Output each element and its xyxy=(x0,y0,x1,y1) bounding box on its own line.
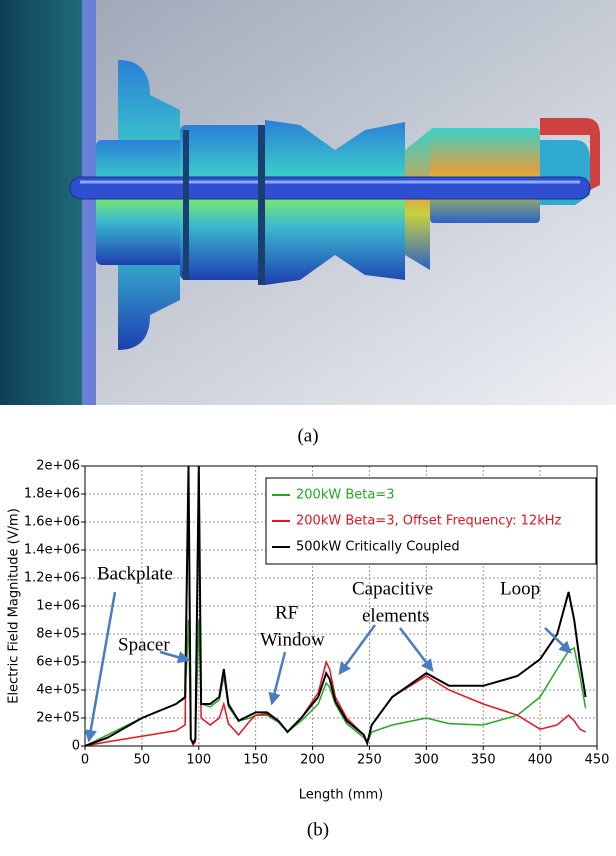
y-tick-label: 2e+06 xyxy=(36,459,80,474)
annotation: Window xyxy=(260,629,325,650)
x-tick-label: 50 xyxy=(134,753,151,768)
caption: (a) xyxy=(297,425,318,446)
x-tick-label: 400 xyxy=(528,753,553,768)
figure: (a) (b) Electric Field Magnitude (V/m) L… xyxy=(0,0,616,851)
x-tick-label: 450 xyxy=(585,753,610,768)
x-tick-label: 0 xyxy=(81,753,89,768)
legend-label: 200kW Beta=3, Offset Frequency: 12kHz xyxy=(296,514,561,529)
y-tick-label: 6e+05 xyxy=(36,655,80,670)
x-tick-label: 150 xyxy=(243,753,268,768)
page: {"captions": {"a": "(a)", "b": "(b)"}, "… xyxy=(0,0,616,851)
y-tick-label: 1.8e+06 xyxy=(24,487,80,502)
annotation: Backplate xyxy=(97,563,173,584)
x-tick-label: 250 xyxy=(357,753,382,768)
annotation: elements xyxy=(362,605,430,626)
annotation: Capacitive xyxy=(352,578,433,599)
y-axis-label: Electric Field Magnitude (V/m) xyxy=(7,508,22,704)
annotation: RF xyxy=(275,602,298,623)
caption: (b) xyxy=(307,819,329,840)
y-tick-label: 2e+05 xyxy=(36,711,80,726)
y-tick-label: 1.6e+06 xyxy=(24,515,80,530)
y-tick-label: 1.4e+06 xyxy=(24,543,80,558)
y-tick-label: 1.2e+06 xyxy=(24,571,80,586)
y-tick-label: 0 xyxy=(72,739,80,754)
x-tick-label: 350 xyxy=(471,753,496,768)
x-tick-label: 100 xyxy=(186,753,211,768)
x-axis-label: Length (mm) xyxy=(299,788,383,803)
y-tick-label: 1e+06 xyxy=(36,599,80,614)
field-render xyxy=(0,0,616,405)
annotation: Loop xyxy=(500,578,540,599)
legend-label: 500kW Critically Coupled xyxy=(296,540,460,555)
x-tick-label: 200 xyxy=(300,753,325,768)
y-tick-label: 4e+05 xyxy=(36,683,80,698)
legend-label: 200kW Beta=3 xyxy=(296,488,394,503)
y-tick-label: 8e+05 xyxy=(36,627,80,642)
x-tick-label: 300 xyxy=(414,753,439,768)
